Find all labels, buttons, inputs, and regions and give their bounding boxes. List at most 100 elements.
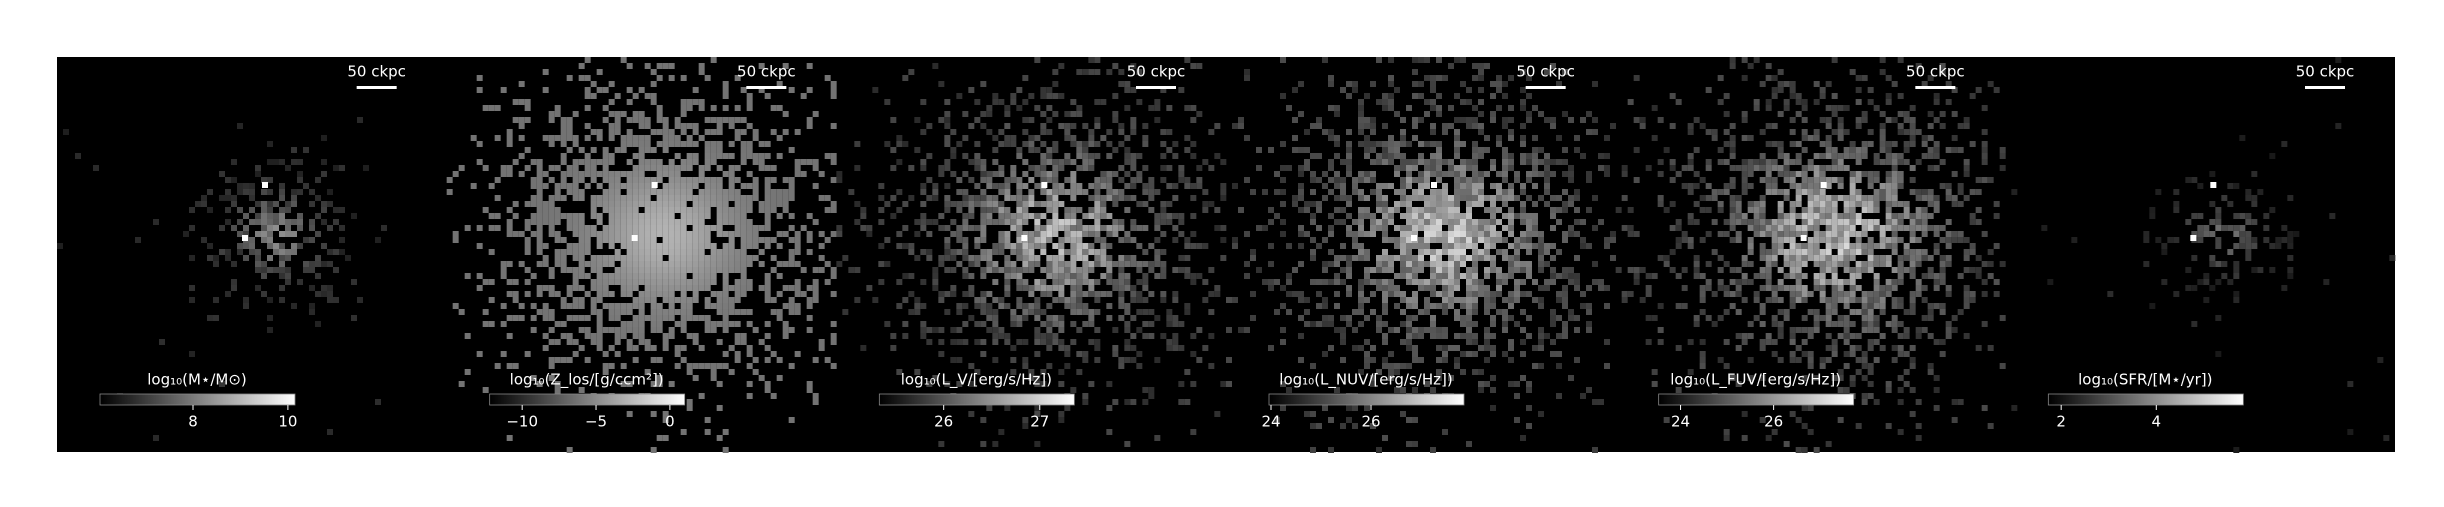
pixel xyxy=(620,147,627,153)
pixel xyxy=(1951,231,1958,237)
pixel xyxy=(626,321,633,327)
pixel xyxy=(1382,201,1388,207)
pixel xyxy=(1466,195,1472,201)
pixel xyxy=(1424,57,1430,63)
pixel xyxy=(1388,327,1394,333)
pixel xyxy=(632,93,639,99)
pixel xyxy=(1843,255,1850,261)
pixel xyxy=(896,141,903,147)
pixel xyxy=(638,249,645,255)
pixel xyxy=(614,171,621,177)
pixel xyxy=(1867,225,1874,231)
pixel xyxy=(1190,183,1197,189)
pixel xyxy=(1843,195,1850,201)
pixel xyxy=(578,213,585,219)
pixel xyxy=(566,135,573,141)
pixel xyxy=(315,321,321,327)
pixel xyxy=(1208,333,1215,339)
pixel xyxy=(1891,195,1898,201)
pixel xyxy=(824,195,831,201)
pixel xyxy=(1004,105,1011,111)
pixel xyxy=(632,165,639,171)
pixel xyxy=(1825,135,1832,141)
pixel xyxy=(1735,201,1742,207)
pixel xyxy=(1190,63,1197,69)
pixel xyxy=(1771,255,1778,261)
pixel xyxy=(1370,357,1376,363)
pixel xyxy=(1358,255,1364,261)
pixel xyxy=(806,123,813,129)
pixel xyxy=(602,171,609,177)
pixel xyxy=(608,135,615,141)
pixel xyxy=(1184,135,1191,141)
pixel xyxy=(1514,261,1520,267)
pixel xyxy=(1148,105,1155,111)
pixel xyxy=(1759,243,1766,249)
pixel xyxy=(1280,57,1286,63)
pixel xyxy=(794,159,801,165)
pixel xyxy=(1777,267,1784,273)
pixel xyxy=(650,165,657,171)
pixel xyxy=(1100,291,1107,297)
pixel xyxy=(1070,141,1077,147)
pixel xyxy=(1214,411,1221,417)
pixel xyxy=(968,285,975,291)
pixel xyxy=(716,249,723,255)
pixel xyxy=(1915,159,1922,165)
pixel xyxy=(1849,273,1856,279)
pixel xyxy=(1016,237,1023,243)
pixel xyxy=(1885,201,1892,207)
pixel xyxy=(303,261,309,267)
pixel xyxy=(1388,369,1394,375)
pixel xyxy=(1526,261,1532,267)
pixel xyxy=(1382,99,1388,105)
pixel xyxy=(1759,249,1766,255)
pixel xyxy=(614,213,621,219)
pixel xyxy=(944,111,951,117)
pixel xyxy=(1909,219,1916,225)
pixel xyxy=(1592,195,1598,201)
pixel xyxy=(542,87,549,93)
pixel xyxy=(536,309,543,315)
pixel xyxy=(1382,339,1388,345)
pixel xyxy=(1550,213,1556,219)
pixel xyxy=(1082,303,1089,309)
pixel xyxy=(584,105,591,111)
pixel xyxy=(1927,273,1934,279)
pixel xyxy=(698,195,705,201)
pixel xyxy=(1777,81,1784,87)
pixel xyxy=(740,243,747,249)
pixel xyxy=(1741,171,1748,177)
pixel xyxy=(686,261,693,267)
pixel xyxy=(1801,135,1808,141)
pixel xyxy=(1418,279,1424,285)
pixel xyxy=(1879,69,1886,75)
pixel xyxy=(1759,255,1766,261)
pixel xyxy=(1621,225,1628,231)
pixel xyxy=(1496,249,1502,255)
pixel xyxy=(716,165,723,171)
pixel xyxy=(1454,267,1460,273)
pixel xyxy=(1322,405,1328,411)
pixel xyxy=(1394,165,1400,171)
pixel xyxy=(632,171,639,177)
pixel xyxy=(1058,243,1065,249)
pixel xyxy=(812,399,819,405)
pixel xyxy=(1286,291,1292,297)
pixel xyxy=(992,321,999,327)
pixel xyxy=(668,315,675,321)
pixel xyxy=(225,255,231,261)
pixel xyxy=(1382,279,1388,285)
pixel xyxy=(1412,291,1418,297)
pixel xyxy=(1699,207,1706,213)
pixel xyxy=(1951,171,1958,177)
pixel xyxy=(938,213,945,219)
pixel xyxy=(1448,375,1454,381)
pixel xyxy=(974,369,981,375)
pixel xyxy=(1514,195,1520,201)
pixel xyxy=(1825,153,1832,159)
pixel xyxy=(1813,165,1820,171)
pixel xyxy=(1472,267,1478,273)
pixel xyxy=(1430,129,1436,135)
pixel xyxy=(1903,141,1910,147)
